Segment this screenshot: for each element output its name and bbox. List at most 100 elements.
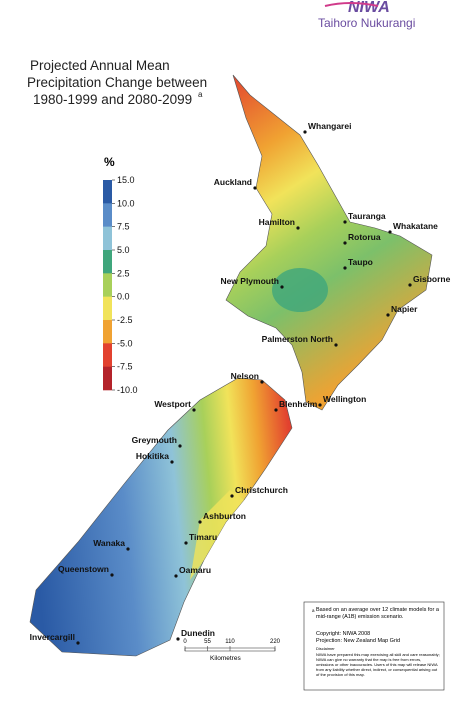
legend-band <box>103 273 112 297</box>
disclaimer-wrap: NIWA have prepared this map exercising a… <box>316 652 440 677</box>
city-label: Westport <box>154 399 191 409</box>
city-label: Oamaru <box>179 565 211 575</box>
city-dot <box>303 130 307 134</box>
city-dot <box>296 226 300 230</box>
city-dot <box>260 380 264 384</box>
city-label: Hamilton <box>259 217 295 227</box>
legend-tick-label: 5.0 <box>117 245 130 255</box>
city-label: Wanaka <box>93 538 125 548</box>
scale-tick-label: 110 <box>225 639 235 645</box>
city-dot <box>343 266 347 270</box>
city-label: Napier <box>391 304 418 314</box>
city-dot <box>388 230 392 234</box>
city-dot <box>343 220 347 224</box>
city-dot <box>334 343 338 347</box>
notes: a Based on an average over 12 climate mo… <box>303 601 445 691</box>
cities: Whangarei Auckland Tauranga Hamilton Whakata… <box>30 121 451 645</box>
legend-tick-label: 15.0 <box>117 175 135 185</box>
city-label: Timaru <box>189 532 217 542</box>
legend-band <box>103 296 112 321</box>
city-label: Ashburton <box>203 511 246 521</box>
legend-band <box>103 203 112 227</box>
scale-tick-label: 55 <box>204 639 211 645</box>
legend-tick-label: 10.0 <box>117 198 135 208</box>
city-dot <box>318 403 322 407</box>
notes-box <box>303 601 445 691</box>
disclaimer: NIWA have prepared this map exercising a… <box>316 652 440 677</box>
city-dot <box>274 408 278 412</box>
city-label: Christchurch <box>235 485 288 495</box>
city-label: Invercargill <box>30 632 75 642</box>
title-line: Projected Annual Mean <box>30 58 170 73</box>
footnote-wrap: Based on an average over 12 climate mode… <box>316 607 439 620</box>
legend-tick-label: -10.0 <box>117 385 138 395</box>
legend-band <box>103 320 112 344</box>
scale-tick-label: 0 <box>183 639 187 645</box>
city-dot <box>343 241 347 245</box>
city-dot <box>176 637 180 641</box>
north-island <box>225 74 433 411</box>
city-dot <box>408 283 412 287</box>
city-dot <box>198 520 202 524</box>
logo-swoosh <box>324 2 379 7</box>
legend-tick-label: 7.5 <box>117 222 130 232</box>
city-label: Rotorua <box>348 232 381 242</box>
city-dot <box>178 444 182 448</box>
title-line: 1980-1999 and 2080-2099 <box>33 92 192 107</box>
legend-tick-label: 2.5 <box>117 268 130 278</box>
city-label: Gisborne <box>413 274 451 284</box>
footnote: Based on an average over 12 climate mode… <box>316 607 439 620</box>
scale-unit: Kilometres <box>210 655 241 662</box>
title: Projected Annual Mean Precipitation Chan… <box>27 58 207 107</box>
city-label: Wellington <box>323 394 366 404</box>
legend-band <box>103 180 112 204</box>
city-dot <box>192 408 196 412</box>
city-label: New Plymouth <box>220 276 279 286</box>
city-label: Queenstown <box>58 564 109 574</box>
legend-tick-label: 0.0 <box>117 292 130 302</box>
logo-subtitle: Taihoro Nukurangi <box>318 16 415 30</box>
legend-tick-label: -5.0 <box>117 338 133 348</box>
city-label: Nelson <box>231 371 259 381</box>
city-label: Dunedin <box>181 628 215 638</box>
region <box>272 268 328 312</box>
legend-band <box>103 250 112 274</box>
city-label: Blenheim <box>279 399 318 409</box>
region <box>190 490 244 580</box>
city-label: Palmerston North <box>262 334 333 344</box>
city-dot <box>386 313 390 317</box>
legend-band <box>103 343 112 367</box>
city-dot <box>253 186 257 190</box>
city-dot <box>170 460 174 464</box>
legend-tick-label: -7.5 <box>117 362 133 372</box>
city-label: Hokitika <box>136 451 169 461</box>
city-dot <box>230 494 234 498</box>
city-dot <box>76 641 80 645</box>
city-label: Whangarei <box>308 121 351 131</box>
title-line: Precipitation Change between <box>27 75 207 90</box>
scale-tick-label: 220 <box>270 639 281 645</box>
city-dot <box>126 547 130 551</box>
title-superscript: a <box>198 90 203 99</box>
city-label: Tauranga <box>348 211 386 221</box>
city-label: Auckland <box>214 177 252 187</box>
legend: % 15.0 10.0 7.5 5.0 2.5 0.0 -2.5 -5.0 -7.5 -10.0 <box>103 155 138 395</box>
copyright: Copyright: NIWA 2008 <box>316 631 370 637</box>
city-label: Greymouth <box>132 435 177 445</box>
city-dot <box>110 573 114 577</box>
south-island <box>29 377 293 657</box>
projection: Projection: New Zealand Map Grid <box>316 638 400 644</box>
disclaimer-title: Disclaimer <box>316 646 335 651</box>
footnote-mark: a <box>312 608 315 613</box>
city-dot <box>174 574 178 578</box>
city-label: Whakatane <box>393 221 438 231</box>
legend-unit: % <box>104 155 115 169</box>
legend-band <box>103 226 112 251</box>
city-dot <box>184 541 188 545</box>
city-label: Taupo <box>348 257 373 267</box>
legend-band <box>103 366 112 391</box>
city-dot <box>280 285 284 289</box>
scale-bar: Kilometres 0 55 110 220 <box>183 639 280 662</box>
legend-tick-label: -2.5 <box>117 315 133 325</box>
